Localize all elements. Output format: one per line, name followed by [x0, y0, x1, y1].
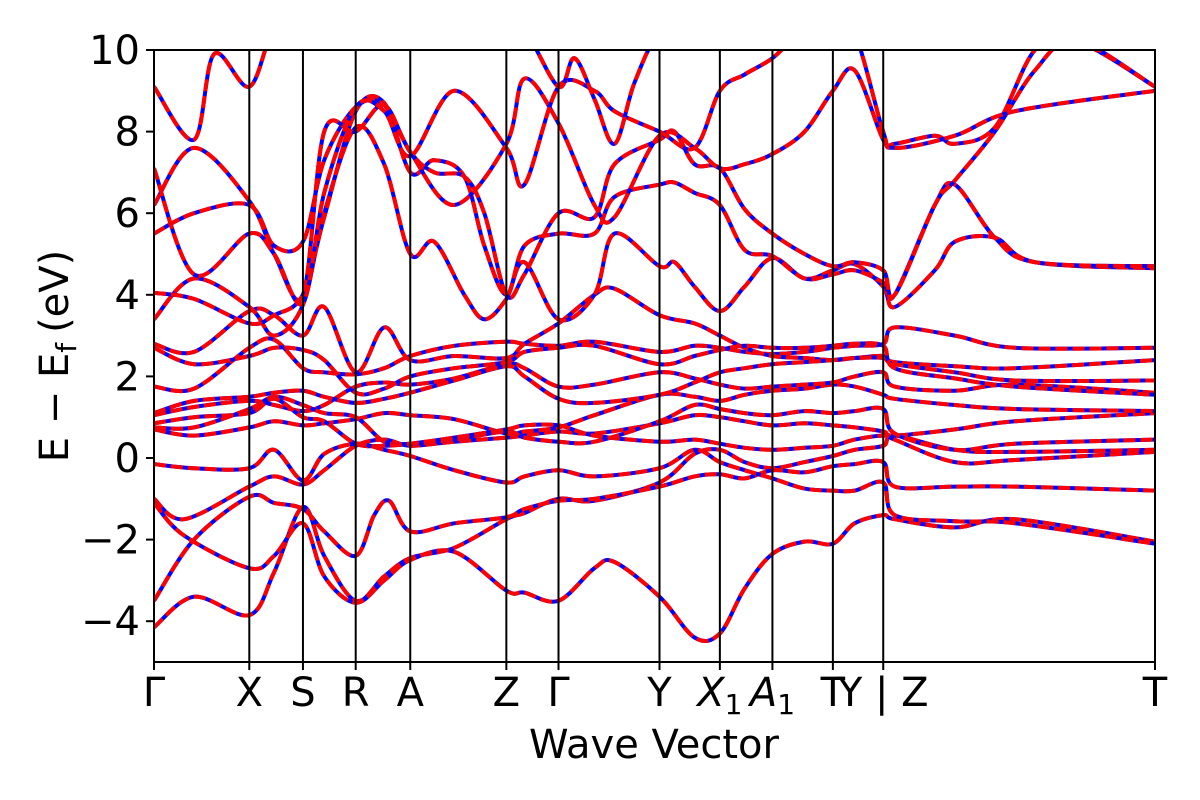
y-tick-label: 2 — [115, 354, 140, 400]
y-tick-label: 6 — [115, 191, 140, 237]
x-tick-label: X — [236, 670, 263, 716]
y-axis-ticks: −4 −2 0 2 4 6 8 10 — [81, 28, 154, 645]
x-tick-label: Y | Z — [837, 670, 929, 716]
band-5-dashed — [154, 382, 1155, 438]
band-13-dashed — [154, 50, 1155, 307]
y-tick-label: 0 — [115, 436, 140, 482]
band-3-solid — [154, 411, 1155, 522]
x-tick-label: S — [290, 670, 315, 716]
band-lines — [154, 50, 1155, 644]
x-tick-label: X1 — [695, 670, 742, 721]
band-1-solid — [154, 433, 1155, 629]
x-tick-label: T — [820, 670, 846, 716]
band-11-solid — [154, 50, 1155, 300]
high-symmetry-lines — [248, 50, 885, 662]
y-axis-label-unit: (eV) — [32, 250, 78, 333]
band-14-solid — [154, 50, 651, 146]
band-14-dashed — [154, 50, 651, 146]
y-axis-label-subscript: f — [50, 342, 83, 353]
band-11-dashed — [154, 50, 1155, 300]
y-tick-label: 10 — [89, 28, 140, 74]
band-2-dashed — [154, 458, 1155, 602]
plot-frame — [153, 49, 1156, 663]
x-tick-label: Γ — [547, 670, 570, 716]
y-tick-label: 8 — [115, 110, 140, 156]
x-tick-label: T — [1142, 670, 1168, 716]
x-tick-label: A — [397, 670, 425, 716]
y-tick-label: −4 — [81, 599, 140, 645]
y-tick-label: −2 — [81, 518, 140, 564]
x-tick-label: Z — [493, 670, 520, 716]
x-tick-label: R — [342, 670, 370, 716]
band-12-dashed — [154, 50, 1155, 302]
x-tick-label: A1 — [747, 670, 795, 721]
y-tick-label: 4 — [115, 273, 140, 319]
x-tick-label: Γ — [143, 670, 166, 716]
y-axis-label-main: E − E — [32, 353, 78, 463]
x-axis-label: Wave Vector — [529, 722, 780, 768]
x-tick-label: Y — [646, 670, 672, 716]
band-3-dashed — [154, 411, 1155, 522]
y-axis-label: E − Ef (eV) — [32, 250, 83, 463]
band-1-dashed — [154, 433, 1155, 629]
